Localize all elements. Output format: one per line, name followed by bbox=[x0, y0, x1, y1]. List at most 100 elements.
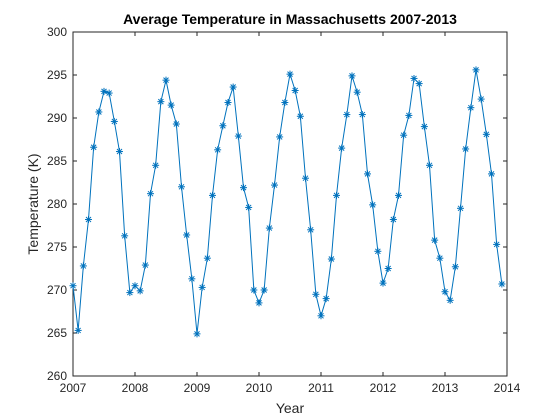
y-tick-label: 270 bbox=[47, 283, 67, 297]
data-point-marker bbox=[203, 254, 211, 262]
data-point-marker bbox=[250, 286, 258, 294]
axes-box bbox=[72, 31, 508, 377]
x-tick-label: 2007 bbox=[60, 381, 87, 395]
data-point-marker bbox=[451, 263, 459, 271]
data-point-marker bbox=[95, 108, 103, 116]
data-point-marker bbox=[379, 279, 387, 287]
axes bbox=[72, 31, 508, 377]
data-point-marker bbox=[291, 86, 299, 94]
data-point-marker bbox=[353, 88, 361, 96]
data-point-marker bbox=[121, 232, 129, 240]
x-axis-ticks: 2007 2008 2009 2010 2011 2012 2013 2014 bbox=[60, 32, 521, 395]
data-point-marker bbox=[79, 262, 87, 270]
data-point-marker bbox=[333, 191, 340, 199]
data-point-marker bbox=[183, 231, 191, 239]
data-point-marker bbox=[224, 99, 232, 107]
data-point-marker bbox=[467, 104, 475, 112]
x-tick-label: 2013 bbox=[432, 381, 459, 395]
data-point-marker bbox=[420, 123, 428, 131]
x-axis-label: Year bbox=[276, 400, 305, 416]
x-tick-label: 2011 bbox=[308, 381, 334, 395]
data-point-marker bbox=[410, 74, 418, 82]
data-point-marker bbox=[74, 326, 82, 334]
data-point-marker bbox=[100, 87, 108, 95]
data-point-marker bbox=[162, 76, 170, 84]
y-tick-label: 295 bbox=[47, 68, 67, 82]
data-point-marker bbox=[167, 101, 175, 109]
data-point-marker bbox=[302, 174, 309, 182]
data-point-marker bbox=[229, 83, 237, 91]
data-point-marker bbox=[152, 161, 160, 169]
y-axis-ticks: 260 265 270 275 280 285 290 295 300 bbox=[47, 25, 507, 383]
data-point-marker bbox=[307, 226, 315, 234]
data-point-marker bbox=[234, 132, 242, 140]
data-point-marker bbox=[105, 89, 113, 97]
data-point-marker bbox=[317, 312, 325, 320]
data-point-marker bbox=[462, 145, 470, 153]
y-tick-label: 260 bbox=[47, 369, 67, 383]
data-point-marker bbox=[374, 247, 382, 255]
chart-title: Average Temperature in Massachusetts 200… bbox=[123, 11, 457, 27]
data-point-marker bbox=[482, 130, 490, 138]
y-tick-label: 265 bbox=[47, 326, 67, 340]
y-tick-label: 275 bbox=[47, 240, 67, 254]
data-point-marker bbox=[384, 265, 392, 272]
data-point-marker bbox=[141, 261, 149, 269]
plot-area bbox=[69, 66, 506, 338]
data-point-marker bbox=[198, 283, 206, 291]
data-point-marker bbox=[457, 204, 464, 212]
data-point-marker bbox=[172, 120, 180, 128]
y-tick-label: 280 bbox=[47, 197, 67, 211]
data-point-marker bbox=[214, 146, 222, 154]
data-point-marker bbox=[260, 286, 268, 294]
data-point-marker bbox=[178, 183, 185, 191]
data-point-marker bbox=[136, 287, 144, 295]
data-point-marker bbox=[436, 254, 444, 262]
data-point-marker bbox=[348, 72, 356, 80]
x-tick-label: 2014 bbox=[494, 381, 521, 395]
data-point-marker bbox=[431, 236, 439, 244]
series-line bbox=[72, 69, 503, 334]
data-point-marker bbox=[498, 280, 506, 288]
data-point-marker bbox=[90, 143, 98, 151]
y-tick-label: 285 bbox=[47, 154, 67, 168]
data-point-marker bbox=[69, 282, 77, 290]
data-point-marker bbox=[85, 215, 92, 223]
data-point-marker bbox=[364, 170, 371, 178]
data-point-marker bbox=[472, 66, 480, 74]
data-point-marker bbox=[281, 99, 289, 107]
x-tick-label: 2010 bbox=[246, 381, 273, 395]
data-point-marker bbox=[188, 275, 196, 283]
data-point-marker bbox=[493, 240, 501, 248]
data-point-marker bbox=[327, 255, 335, 263]
data-point-marker bbox=[322, 295, 330, 303]
data-point-marker bbox=[338, 144, 346, 152]
data-point-marker bbox=[255, 299, 263, 307]
x-tick-label: 2008 bbox=[122, 381, 149, 395]
data-point-marker bbox=[441, 288, 449, 296]
data-point-marker bbox=[157, 98, 165, 106]
data-point-marker bbox=[126, 289, 134, 297]
y-tick-label: 300 bbox=[47, 25, 67, 39]
data-point-marker bbox=[389, 215, 397, 223]
data-point-marker bbox=[276, 133, 284, 141]
data-point-marker bbox=[240, 184, 247, 192]
data-point-marker bbox=[446, 296, 454, 304]
data-point-marker bbox=[477, 95, 485, 103]
data-point-marker bbox=[286, 70, 294, 78]
data-point-marker bbox=[369, 201, 377, 209]
data-point-marker bbox=[343, 111, 351, 119]
data-point-marker bbox=[147, 190, 154, 198]
data-point-marker bbox=[358, 111, 366, 119]
data-point-marker bbox=[116, 148, 123, 156]
data-point-marker bbox=[110, 117, 118, 125]
data-point-marker bbox=[271, 181, 278, 189]
data-point-marker bbox=[426, 161, 433, 169]
data-point-marker bbox=[400, 131, 408, 139]
data-point-marker bbox=[209, 191, 216, 199]
data-point-marker bbox=[193, 330, 201, 338]
data-point-marker bbox=[265, 224, 273, 232]
data-point-marker bbox=[405, 111, 413, 119]
